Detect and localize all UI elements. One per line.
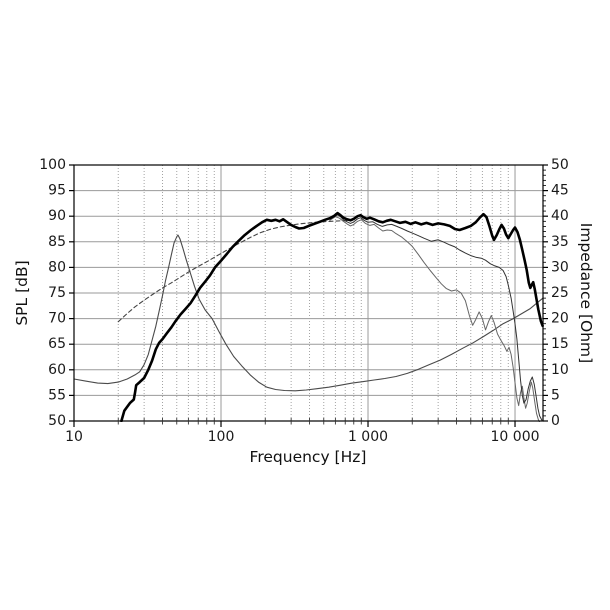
- x-tick-label-10000: 10 000: [491, 429, 540, 445]
- y-left-tick-label-90: 90: [48, 208, 66, 224]
- y-right-tick-label-5: 5: [551, 387, 560, 403]
- x-axis-label: Frequency [Hz]: [249, 448, 367, 466]
- y-right-tick-label-20: 20: [551, 311, 569, 327]
- y-left-tick-label-60: 60: [48, 362, 66, 378]
- y-axis-label-right: Impedance [Ohm]: [577, 222, 595, 364]
- y-left-tick-label-50: 50: [48, 413, 66, 429]
- x-tick-label-1000: 1 000: [348, 429, 388, 445]
- y-left-tick-label-65: 65: [48, 336, 66, 352]
- y-left-tick-label-85: 85: [48, 234, 66, 250]
- y-right-tick-label-35: 35: [551, 234, 569, 250]
- y-left-tick-label-95: 95: [48, 183, 66, 199]
- y-right-tick-label-15: 15: [551, 336, 569, 352]
- y-right-tick-label-45: 45: [551, 183, 569, 199]
- series-group: [73, 211, 544, 422]
- y-right-tick-label-30: 30: [551, 259, 569, 275]
- y-axis-label-left: SPL [dB]: [13, 260, 31, 326]
- x-tick-label-100: 100: [208, 429, 235, 445]
- y-left-tick-label-75: 75: [48, 285, 66, 301]
- y-right-tick-label-50: 50: [551, 157, 569, 173]
- series-impedance: [73, 234, 544, 392]
- x-tick-label-10: 10: [65, 429, 83, 445]
- y-left-tick-label-55: 55: [48, 387, 66, 403]
- series-spl_off_axis_1: [329, 214, 543, 421]
- y-right-tick-label-0: 0: [551, 413, 560, 429]
- y-right-tick-label-10: 10: [551, 362, 569, 378]
- y-left-tick-label-100: 100: [39, 157, 66, 173]
- y-right-tick-label-40: 40: [551, 208, 569, 224]
- series-spl_on_axis: [120, 211, 544, 422]
- series-spl_off_axis_2: [329, 216, 541, 422]
- y-left-tick-label-70: 70: [48, 311, 66, 327]
- y-right-tick-label-25: 25: [551, 285, 569, 301]
- y-left-tick-label-80: 80: [48, 259, 66, 275]
